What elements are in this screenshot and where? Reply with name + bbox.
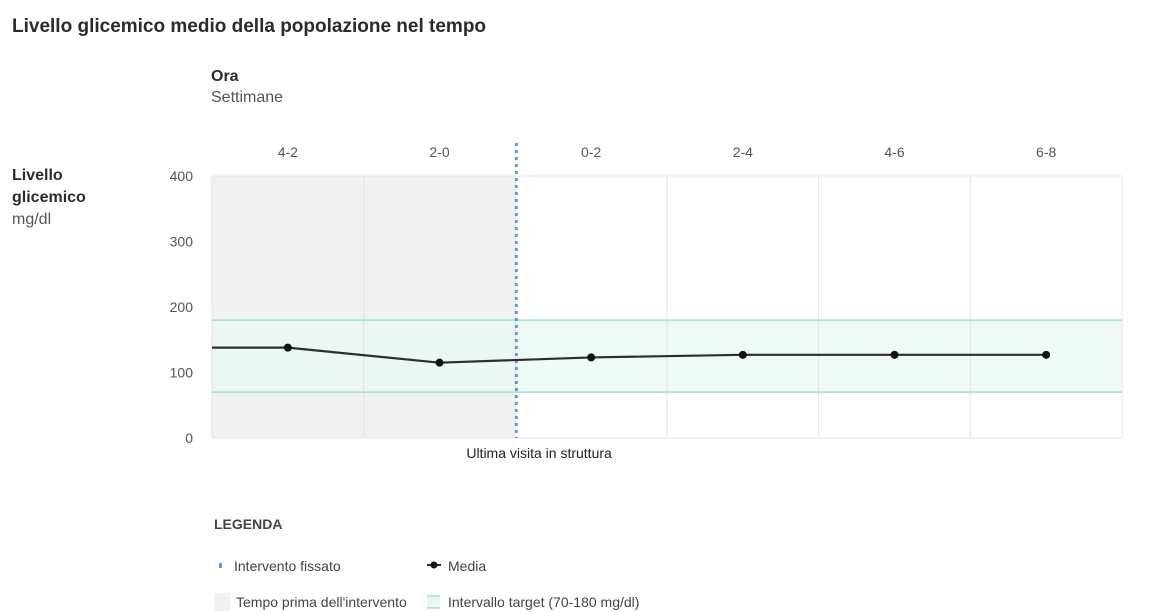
dot-marker-icon: [219, 563, 222, 568]
legend: LEGENDA Intervento fissato Media Tempo p…: [214, 516, 774, 612]
y-tick-label: 100: [170, 365, 194, 381]
x-tick-label: 6-8: [1036, 144, 1056, 160]
y-tick-label: 200: [170, 299, 194, 315]
x-tick-label: 4-6: [884, 144, 904, 160]
data-point-media: [283, 343, 292, 352]
x-tick-label: 0-2: [581, 144, 601, 160]
legend-label-target: Intervallo target (70-180 mg/dl): [448, 594, 640, 610]
data-point-media: [1042, 350, 1051, 359]
data-point-media: [587, 353, 596, 362]
data-point-media: [890, 350, 899, 359]
line-dot-icon: [427, 561, 441, 569]
legend-item-intervention: Intervento fissato: [214, 558, 341, 574]
x-tick-label: 4-2: [278, 144, 298, 160]
x-axis-title-main: Ora: [211, 68, 239, 85]
legend-label-pre: Tempo prima dell'intervento: [236, 594, 407, 610]
legend-title: LEGENDA: [214, 516, 283, 532]
data-point-media: [738, 350, 747, 359]
target-band-icon: [427, 595, 440, 609]
chart-title: Livello glicemico medio della popolazion…: [12, 16, 487, 37]
y-axis-title: Livello glicemico mg/dl: [12, 165, 122, 231]
x-tick-label: 2-0: [429, 144, 449, 160]
y-tick-label: 400: [170, 168, 194, 184]
legend-item-pre: Tempo prima dell'intervento: [214, 593, 407, 611]
x-tick-label: 2-4: [733, 144, 753, 160]
grey-square-icon: [214, 593, 230, 611]
legend-item-target: Intervallo target (70-180 mg/dl): [426, 593, 639, 611]
legend-item-mean: Media: [426, 558, 486, 574]
y-tick-label: 0: [185, 430, 193, 446]
y-axis-title-main: Livello glicemico: [12, 167, 86, 206]
x-axis-title-sub: Settimane: [211, 89, 284, 106]
y-tick-label: 300: [170, 234, 194, 250]
intervention-label: Ultima visita in struttura: [466, 445, 612, 461]
y-axis-unit: mg/dl: [12, 211, 52, 228]
data-point-media: [435, 358, 444, 367]
legend-label-mean: Media: [448, 558, 487, 574]
legend-label-intervention: Intervento fissato: [234, 558, 341, 574]
x-axis-title: Ora Settimane: [211, 68, 283, 107]
glucose-chart: 0 100 200 300 400 4-2 2-0 0-2 2-4 4-6 6-8 Ultima vi…: [170, 143, 1123, 461]
